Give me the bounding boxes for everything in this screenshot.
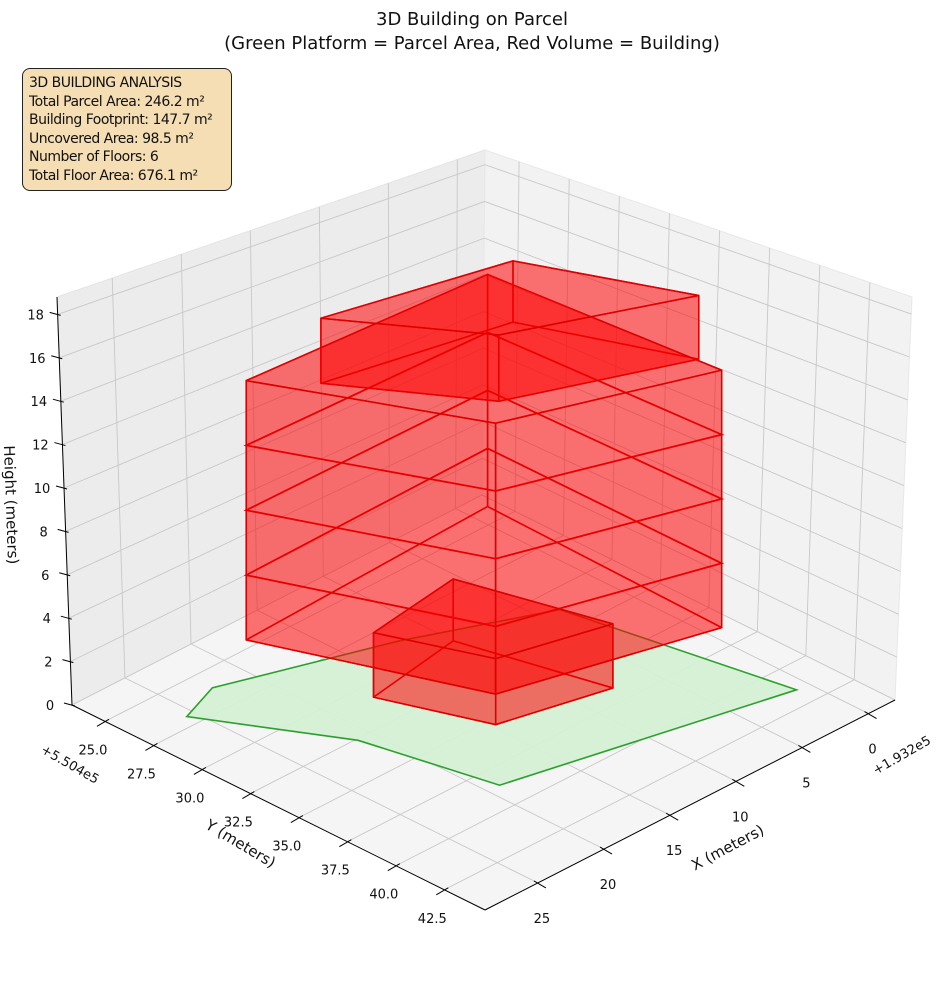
y-tick (145, 742, 158, 751)
wall-gridline-z (65, 347, 903, 532)
ground-floor-top-face (372, 578, 614, 660)
wall-gridline-z (60, 237, 908, 402)
y-tick (339, 839, 352, 848)
x-tick-label: 25 (534, 912, 551, 927)
wall-gridline-z (70, 457, 897, 663)
z-tick-label: 16 (29, 352, 46, 367)
y-tick (193, 767, 207, 775)
info-total-parcel-area: Total Parcel Area: 246.2 m² (29, 93, 205, 110)
y-axis-line (71, 704, 486, 911)
y-tick-label: 27.5 (127, 767, 156, 782)
x-offset-label: +1.932e5 (871, 733, 934, 778)
building-volume (243, 260, 725, 726)
z-tick (63, 702, 76, 707)
wall-gridline-y (756, 247, 771, 632)
y-tick-label: 32.5 (224, 816, 253, 831)
wall-gridline-y (514, 161, 520, 512)
wall-gridline-y (805, 265, 821, 656)
wall-gridline-x (180, 254, 192, 645)
z-tick-label: 18 (27, 308, 44, 323)
z-tick (54, 442, 66, 447)
y-tick (96, 718, 110, 727)
x-tick-label: 0 (868, 743, 876, 758)
wall-gridline-z (57, 164, 912, 315)
building-analysis-box: 3D BUILDING ANALYSIS Total Parcel Area: … (22, 68, 232, 191)
z-tick (59, 572, 71, 577)
x-axis-line (484, 699, 896, 911)
z-tick-label: 2 (44, 656, 52, 671)
parcel-polygon (185, 608, 800, 787)
y-tick (290, 815, 304, 824)
wall-gridline-z (67, 384, 901, 576)
main-volume-top-face (245, 273, 723, 424)
info-total-floor-area: Total Floor Area: 676.1 m² (29, 167, 198, 184)
y-tick-label: 35.0 (272, 840, 301, 855)
info-heading: 3D BUILDING ANALYSIS (29, 75, 182, 91)
x-tick-label: 15 (666, 844, 683, 859)
z-tick (52, 398, 64, 403)
wall-gridline-y (611, 196, 620, 560)
z-axis-label: Height (meters) (0, 445, 22, 565)
z-tick-label: 6 (41, 569, 49, 584)
wall-gridline-y (562, 178, 570, 536)
z-tick (49, 311, 61, 316)
wall-gridline-x (387, 183, 390, 543)
x-axis-label: X (meters) (688, 821, 767, 874)
z-tick-label: 8 (39, 525, 47, 540)
y-tick-label: 30.0 (175, 791, 204, 806)
z-tick-label: 12 (32, 439, 49, 454)
y-tick-label: 37.5 (321, 864, 350, 879)
chart-subtitle: (Green Platform = Parcel Area, Red Volum… (224, 33, 720, 54)
wall-gridline-x (318, 206, 324, 577)
y-tick-label: 40.0 (369, 888, 398, 903)
y-tick (387, 863, 401, 872)
wall-gridline-z (62, 274, 907, 446)
x-tick-label: 20 (600, 878, 617, 893)
wall-gridline-y (659, 213, 670, 584)
x-tick (665, 812, 679, 821)
x-tick (599, 846, 613, 855)
x-tick (864, 711, 877, 719)
chart-title: 3D Building on Parcel (376, 9, 568, 30)
z-tick (51, 355, 63, 360)
top-volume-top-face (320, 260, 700, 336)
x-tick-label: 5 (802, 776, 810, 791)
z-tick-label: 10 (34, 482, 51, 497)
info-building-footprint: Building Footprint: 147.7 m² (29, 112, 213, 128)
y-tick-label: 25.0 (78, 743, 107, 758)
wall-gridline-z (71, 494, 896, 706)
z-tick-label: 4 (43, 612, 51, 627)
x-tick (533, 880, 547, 889)
x-tick-label: 10 (732, 810, 749, 825)
wall-gridline-x (455, 159, 458, 509)
y-tick-label: 42.5 (418, 912, 447, 927)
wall-gridline-z (63, 311, 905, 489)
z-tick-label: 14 (31, 395, 48, 410)
wall-gridline-x (111, 278, 126, 678)
floor-gridline-x (455, 508, 869, 714)
wall-gridline-y (708, 230, 720, 608)
floor-gridline-y (444, 679, 855, 891)
z-tick-label: 0 (46, 699, 54, 714)
info-uncovered-area: Uncovered Area: 98.5 m² (29, 130, 194, 147)
wall-gridline-x (249, 230, 258, 611)
z-axis-line (56, 296, 73, 706)
wall-gridline-y (853, 282, 871, 680)
x-tick (732, 778, 745, 787)
floor-gridline-y (104, 510, 516, 722)
z-tick (60, 615, 72, 620)
wall-gridline-z (59, 200, 910, 359)
z-tick (57, 528, 69, 533)
y-tick (436, 887, 449, 896)
z-tick (62, 659, 74, 664)
info-number-of-floors: Number of Floors: 6 (29, 149, 159, 165)
x-tick (798, 744, 811, 753)
y-tick (242, 791, 255, 799)
z-tick (55, 485, 68, 490)
